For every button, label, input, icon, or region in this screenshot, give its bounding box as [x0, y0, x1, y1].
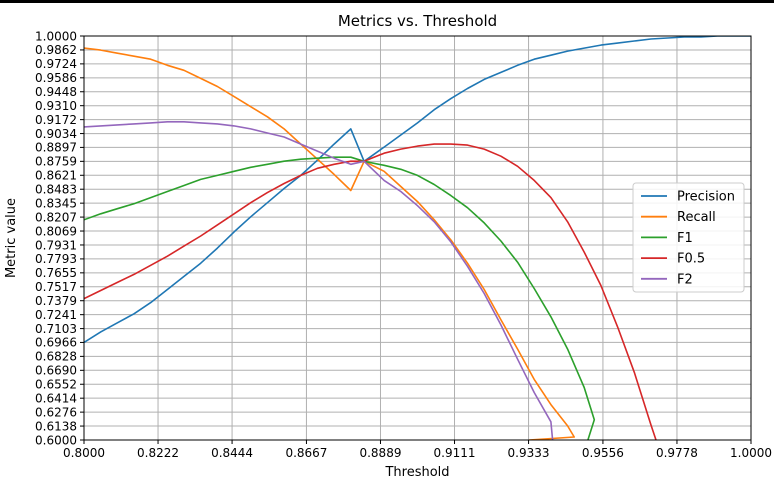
x-tick-label: 0.9778: [656, 446, 698, 460]
y-tick-label: 0.6552: [35, 378, 77, 392]
y-tick-label: 0.8897: [35, 141, 77, 155]
y-tick-label: 0.8345: [35, 196, 77, 210]
x-tick-label: 0.9333: [508, 446, 550, 460]
y-tick-label: 0.7517: [35, 280, 77, 294]
y-tick-label: 0.6138: [35, 419, 77, 433]
y-tick-label: 1.0000: [35, 29, 77, 43]
y-tick-label: 0.9172: [35, 113, 77, 127]
legend: Precision Recall F1 F0.5 F2: [632, 182, 745, 293]
y-tick-label: 0.6000: [35, 433, 77, 447]
y-tick-label: 0.7241: [35, 308, 77, 322]
window-top-border: [0, 0, 774, 3]
y-tick-label: 0.9586: [35, 71, 77, 85]
y-ticks: 0.60000.61380.62760.64140.65520.66900.68…: [35, 29, 84, 447]
x-tick-label: 1.0000: [730, 446, 772, 460]
x-tick-label: 0.8222: [137, 446, 179, 460]
y-tick-label: 0.8207: [35, 210, 77, 224]
y-tick-label: 0.9034: [35, 127, 77, 141]
y-tick-label: 0.6690: [35, 364, 77, 378]
y-tick-label: 0.8621: [35, 169, 77, 183]
x-tick-label: 0.8889: [359, 446, 401, 460]
y-tick-label: 0.9862: [35, 43, 77, 57]
x-tick-label: 0.9556: [582, 446, 624, 460]
x-tick-label: 0.8667: [285, 446, 327, 460]
legend-label: Recall: [677, 210, 716, 225]
y-tick-label: 0.6276: [35, 405, 77, 419]
legend-label: F0.5: [677, 252, 705, 267]
x-tick-label: 0.8000: [63, 446, 105, 460]
y-tick-label: 0.8069: [35, 224, 77, 238]
series-line-recall: [84, 47, 575, 440]
y-tick-label: 0.6414: [35, 391, 77, 405]
series-lines: [84, 36, 751, 440]
legend-label: Precision: [677, 190, 735, 205]
y-tick-label: 0.7103: [35, 322, 77, 336]
y-tick-label: 0.7655: [35, 266, 77, 280]
y-tick-label: 0.6966: [35, 336, 77, 350]
y-tick-label: 0.7931: [35, 238, 77, 252]
legend-box: [632, 182, 745, 293]
series-line-f1: [84, 156, 596, 440]
y-tick-label: 0.9724: [35, 57, 77, 71]
y-tick-label: 0.6828: [35, 350, 77, 364]
chart-title: Metrics vs. Threshold: [338, 12, 497, 30]
series-line-f0-5: [84, 143, 657, 440]
x-ticks: 0.8000 0.8222 0.8444 0.8667 0.8889 0.9111 0.93…: [63, 440, 772, 460]
y-tick-label: 0.8483: [35, 183, 77, 197]
plot-frame: [83, 35, 752, 441]
y-tick-label: 0.9310: [35, 99, 77, 113]
series-line-precision: [84, 36, 751, 344]
y-tick-label: 0.7793: [35, 252, 77, 266]
x-tick-label: 0.8444: [211, 446, 253, 460]
x-axis-label: Threshold: [384, 465, 449, 477]
x-tick-label: 0.9111: [434, 446, 476, 460]
y-tick-label: 0.8759: [35, 155, 77, 169]
legend-label: F2: [677, 272, 693, 287]
y-tick-label: 0.7379: [35, 294, 77, 308]
legend-label: F1: [677, 231, 693, 246]
series-line-f2: [84, 121, 554, 440]
y-axis-label: Metric value: [4, 198, 19, 278]
y-tick-label: 0.9448: [35, 85, 77, 99]
